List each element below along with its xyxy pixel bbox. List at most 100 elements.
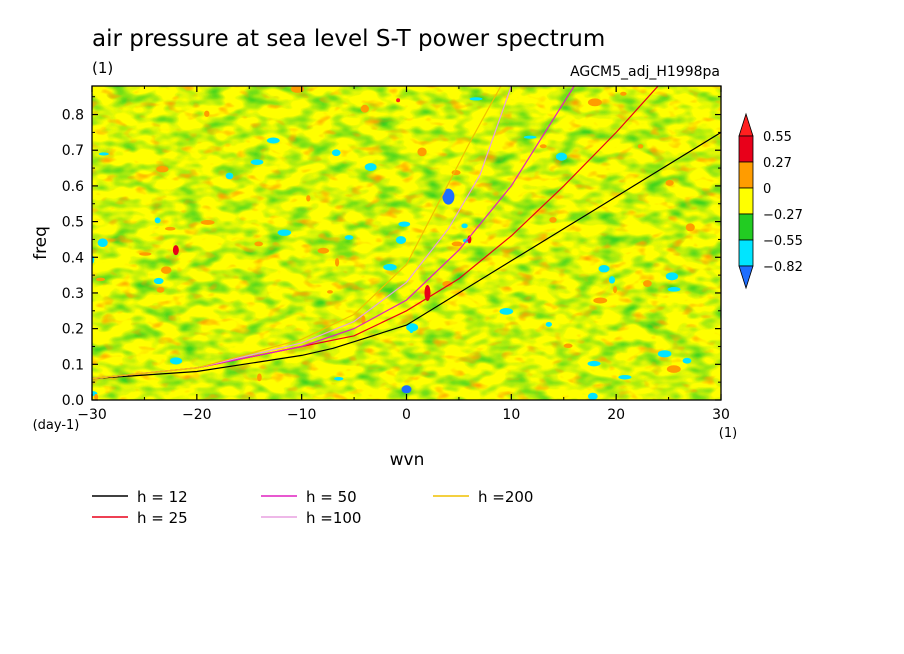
field-spot — [156, 286, 165, 293]
field-spot — [383, 263, 397, 271]
field-spot — [200, 219, 215, 225]
field-spot — [539, 144, 547, 149]
field-spot — [685, 223, 695, 232]
x-unit-label: (1) — [719, 426, 737, 441]
field-positive-layer — [92, 86, 721, 400]
dataset-label: AGCM5_adj_H1998pa — [570, 64, 720, 80]
field-spot — [94, 393, 99, 400]
axes: −30 −20 −10 0 10 20 30 0.0 0.1 0.2 0.3 0.4 0.5 0.6 0.7… — [62, 86, 730, 423]
colorbar-box — [738, 213, 754, 241]
field-spot — [156, 165, 169, 173]
field-spot — [395, 236, 407, 244]
field-spot — [461, 223, 468, 229]
legend-label: h = 50 — [306, 488, 357, 506]
y-tick-label: 0.6 — [62, 179, 84, 195]
field-spot — [657, 350, 672, 358]
field-spot — [277, 229, 292, 236]
field-spot — [637, 144, 644, 149]
x-tick-label: −10 — [287, 407, 317, 423]
field-spot — [160, 266, 172, 274]
y-axis-label: freq — [31, 226, 51, 260]
field-spot — [442, 280, 453, 287]
field-spot — [335, 257, 340, 267]
field-spot — [257, 373, 262, 382]
field-spot — [598, 264, 610, 273]
field-spot — [360, 104, 369, 113]
field-spot — [666, 365, 681, 373]
colorbar-box — [738, 161, 754, 189]
field-spot — [587, 98, 602, 107]
y-tick-label: 0.8 — [62, 108, 84, 124]
y-tick-label: 0.7 — [62, 143, 84, 159]
field-spots — [92, 86, 695, 400]
chart-title: air pressure at sea level S-T power spec… — [92, 26, 605, 52]
colorbar-label: −0.55 — [763, 234, 803, 249]
legend-label: h = 25 — [137, 509, 188, 527]
legend-label: h = 12 — [137, 488, 188, 506]
field-spot — [165, 226, 176, 231]
y-tick-label: 0.1 — [62, 357, 84, 373]
field-spot — [398, 221, 411, 227]
field-spot — [154, 217, 161, 224]
field-spot — [665, 272, 679, 281]
legend-label: h =200 — [478, 488, 533, 506]
field-spot — [587, 392, 598, 400]
field-spot — [523, 135, 537, 139]
x-tick-label: 20 — [607, 407, 625, 423]
field-spot — [254, 241, 263, 247]
field-spot — [98, 152, 109, 156]
field-spot — [667, 287, 681, 292]
colorbar-label: −0.82 — [763, 260, 803, 275]
y-tick-label: 0.4 — [62, 250, 84, 266]
curve-h-200 — [92, 86, 502, 380]
field-spot — [608, 276, 616, 284]
field-spot — [327, 290, 333, 294]
dispersion-curves — [92, 86, 721, 380]
field-extremum — [396, 98, 401, 103]
field-extremum — [401, 385, 412, 394]
colorbar-arrow-bottom — [738, 265, 754, 290]
x-tick-label: −20 — [182, 407, 212, 423]
x-axis-label: wvn — [390, 450, 425, 470]
field-spot — [499, 307, 514, 315]
field-spot — [549, 217, 557, 223]
plot-area — [92, 86, 721, 400]
field-spot — [95, 277, 106, 282]
field-spot — [613, 286, 618, 294]
field-spot — [306, 195, 311, 202]
field-spot — [97, 238, 108, 248]
colorbar-label: 0 — [763, 182, 771, 197]
field-extremum — [467, 235, 472, 244]
legend: h = 12 h = 25 h = 50 h =100 h =200 — [92, 488, 533, 527]
x-tick-label: 10 — [502, 407, 520, 423]
field-spot — [593, 297, 608, 304]
field-spot — [317, 247, 330, 254]
colorbar: −0.82 −0.55 −0.27 0 0.27 0.55 — [738, 112, 803, 290]
field-spot — [250, 159, 264, 165]
colorbar-box — [738, 187, 754, 215]
x-tick-label: 0 — [402, 407, 411, 423]
field-spot — [334, 377, 344, 381]
field-spot — [665, 179, 674, 186]
colorbar-box — [738, 239, 754, 267]
field-extremum — [172, 245, 179, 256]
field-spot — [682, 357, 692, 364]
x-tick-label: −30 — [77, 407, 107, 423]
field-spot — [139, 252, 152, 256]
colorbar-label: −0.27 — [763, 208, 803, 223]
y-tick-label: 0.5 — [62, 215, 84, 231]
colorbar-arrow-top — [738, 112, 754, 137]
y-unit-label: (day-1) — [33, 418, 80, 433]
colorbar-label: 0.55 — [763, 130, 792, 145]
y-tick-label: 0.3 — [62, 286, 84, 302]
field-spot — [417, 147, 427, 157]
colorbar-box — [738, 135, 754, 163]
field-spot — [204, 110, 210, 117]
field-spot — [344, 235, 354, 240]
y-tick-label: 0.2 — [62, 322, 84, 338]
units-label: (1) — [92, 59, 113, 77]
field-extremum — [442, 188, 455, 205]
field-spot — [545, 321, 552, 327]
field-spot — [643, 280, 652, 288]
